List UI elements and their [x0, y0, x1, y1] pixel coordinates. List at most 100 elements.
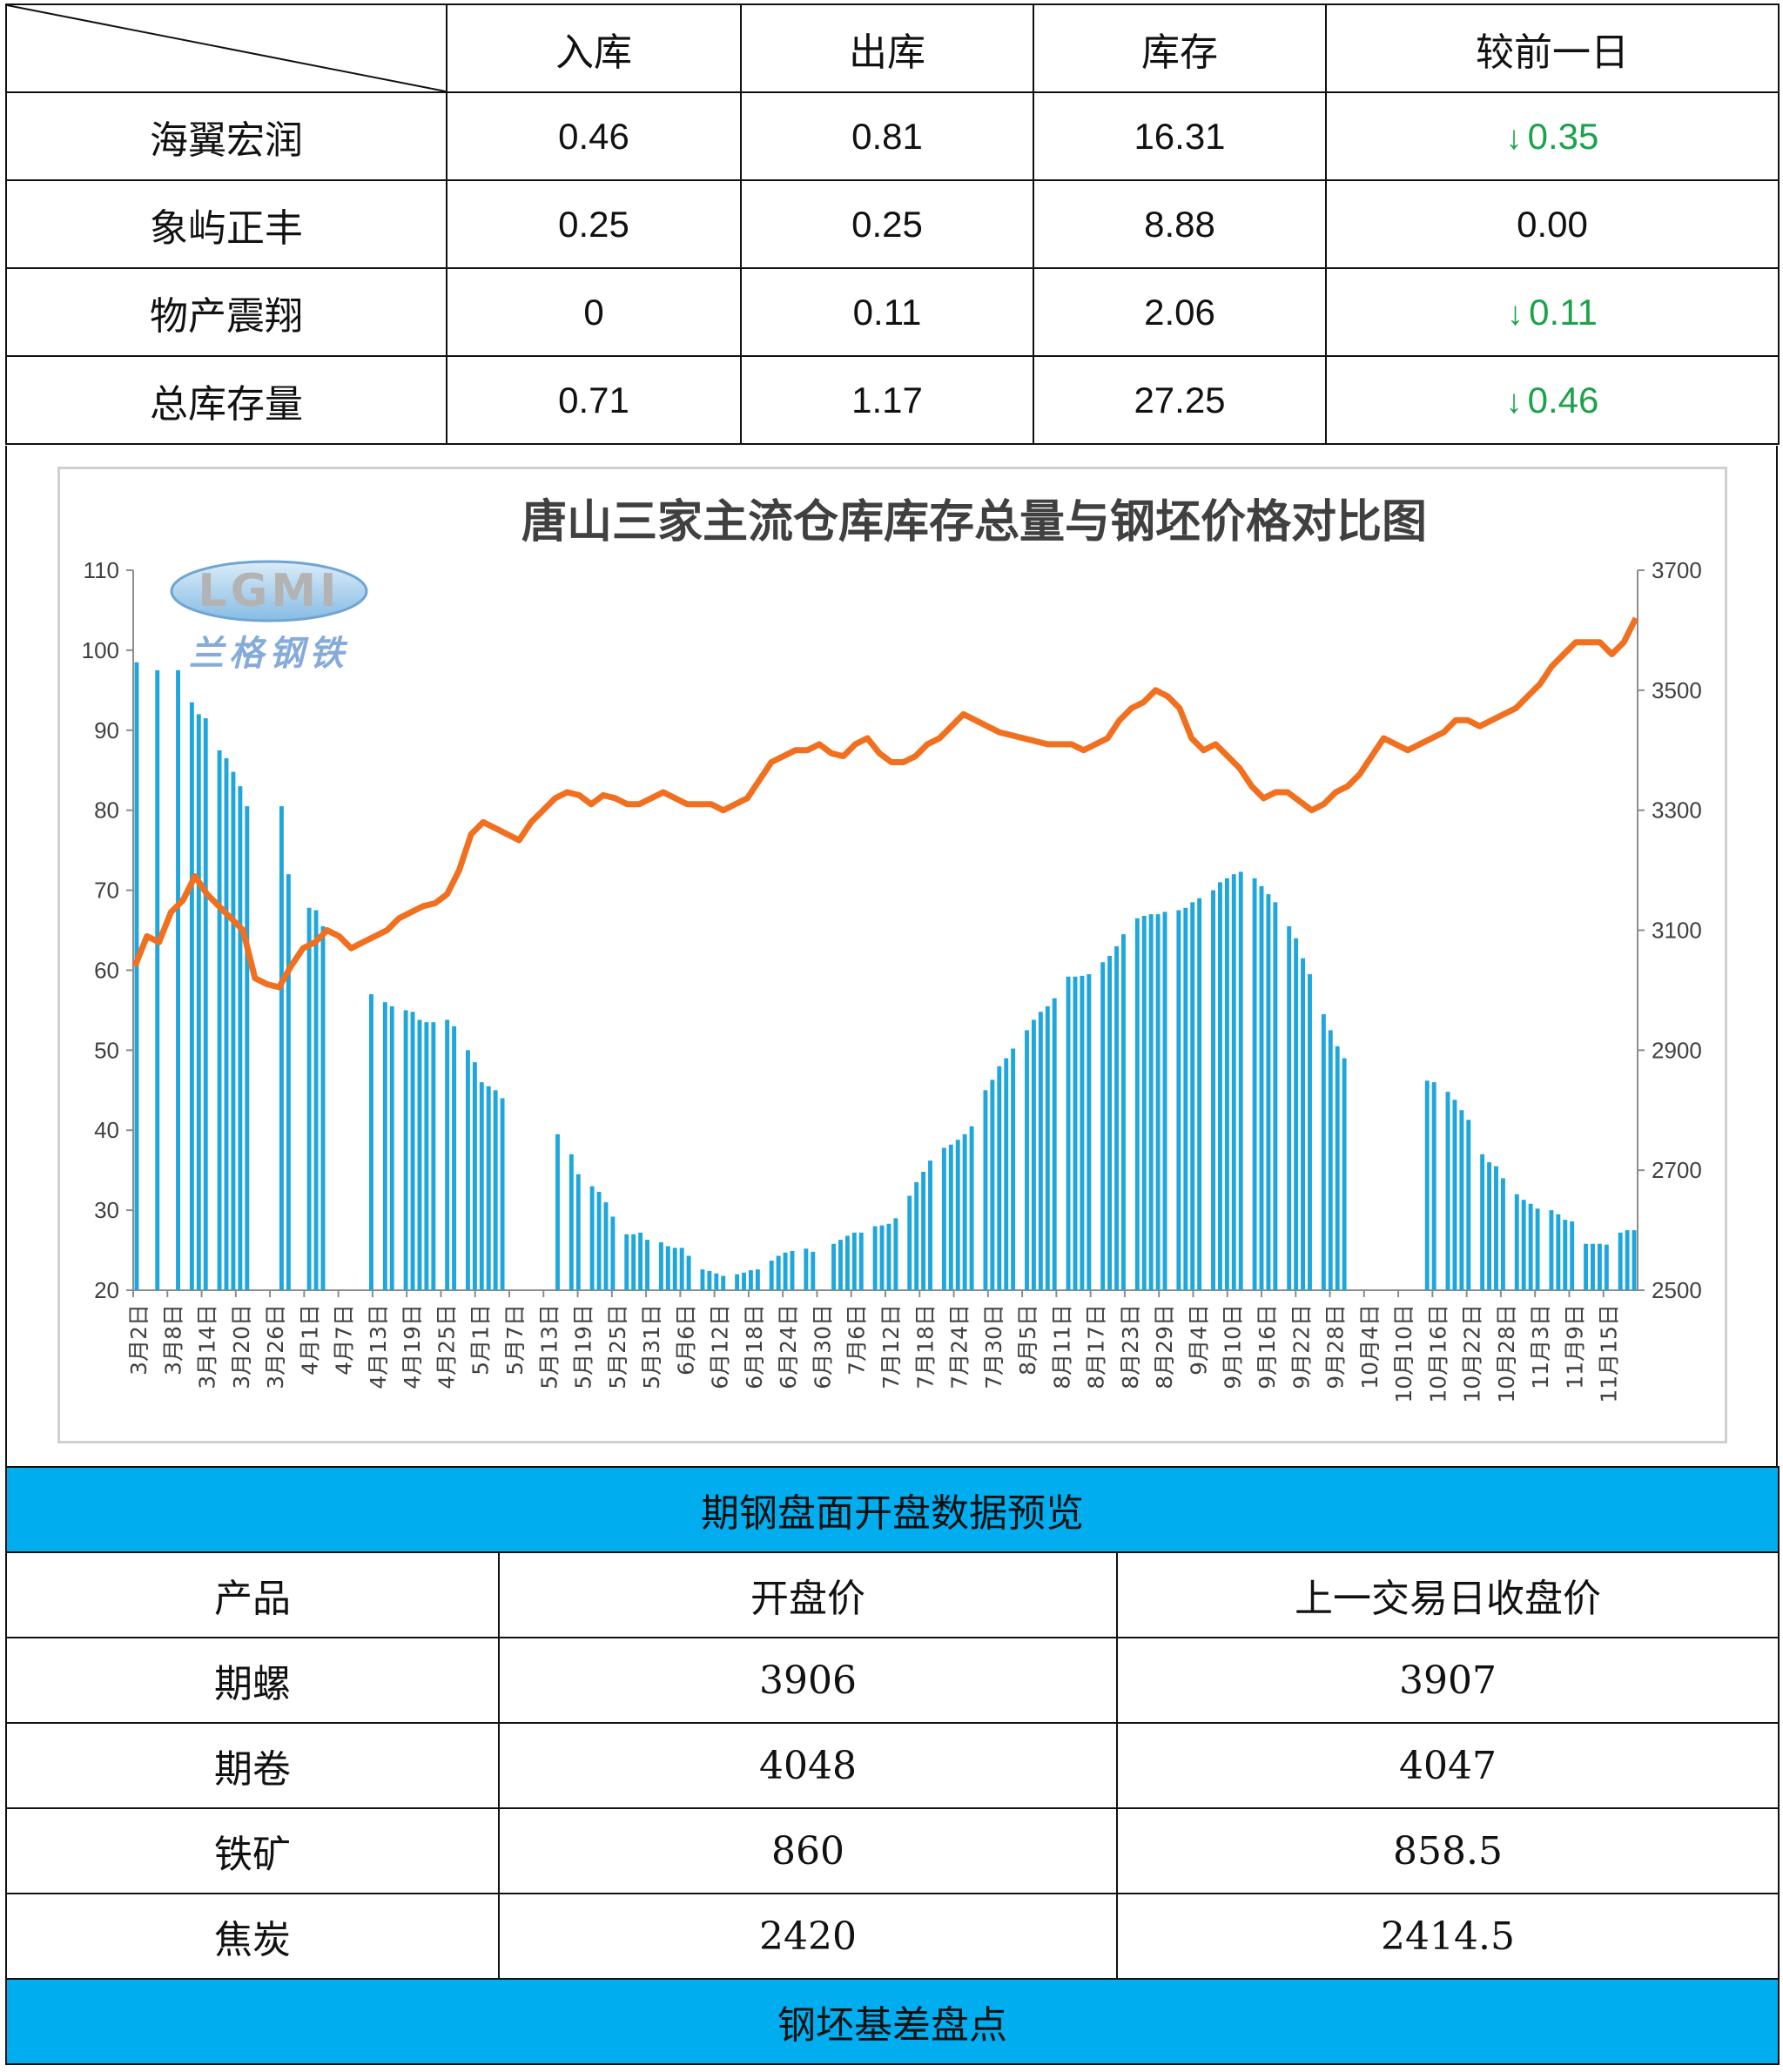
right-tick-label: 3500	[1652, 677, 1702, 703]
left-tick-label: 110	[84, 557, 119, 583]
header-out: 出库	[740, 3, 1034, 93]
x-tick-label: 6月6日	[673, 1304, 698, 1376]
cell-product: 期螺	[5, 1637, 500, 1724]
inventory-bar	[431, 1022, 436, 1290]
inventory-bar	[1238, 871, 1243, 1290]
inventory-bar	[1342, 1058, 1347, 1290]
cell-in: 0.71	[446, 355, 742, 445]
inventory-bar	[811, 1251, 816, 1290]
inventory-bar	[1273, 902, 1278, 1290]
inventory-bar	[1466, 1120, 1471, 1290]
inventory-bar	[921, 1172, 926, 1290]
inventory-bar	[1452, 1100, 1457, 1290]
left-tick-label: 70	[94, 878, 119, 904]
bar-series	[134, 662, 1637, 1290]
inventory-bar	[624, 1234, 629, 1290]
inventory-bar	[231, 771, 236, 1290]
inventory-bar	[783, 1252, 788, 1290]
inventory-bar	[928, 1160, 932, 1290]
inventory-bar	[1287, 925, 1292, 1290]
inventory-bar	[748, 1270, 753, 1290]
table-row: 期螺 3906 3907	[5, 1637, 1780, 1724]
x-tick-label: 3月20日	[229, 1304, 254, 1389]
inventory-bar	[382, 1002, 387, 1290]
x-tick-label: 10月22日	[1460, 1304, 1485, 1403]
left-tick-label: 100	[82, 637, 119, 663]
inventory-bar	[804, 1248, 809, 1290]
inventory-bar	[1155, 914, 1161, 1290]
inventory-bar	[1066, 976, 1071, 1290]
cell-in: 0	[446, 267, 742, 357]
table-row: 总库存量 0.71 1.17 27.25 ↓ 0.46	[5, 355, 1780, 445]
x-tick-label: 11月15日	[1597, 1304, 1622, 1403]
x-tick-label: 7月18日	[912, 1304, 938, 1389]
cell-product: 铁矿	[5, 1807, 500, 1894]
futures-title-row: 期钢盘面开盘数据预览	[4, 1466, 1780, 1553]
table-row: 铁矿 860 858.5	[5, 1807, 1780, 1894]
inventory-bar	[1549, 1210, 1554, 1290]
cell-prev-close: 2414.5	[1115, 1893, 1780, 1980]
cell-product: 焦炭	[5, 1893, 500, 1980]
inventory-bar	[886, 1223, 892, 1290]
inventory-bar	[403, 1010, 408, 1290]
right-tick-label: 3100	[1652, 918, 1702, 944]
x-tick-label: 9月16日	[1255, 1304, 1280, 1389]
inventory-bar	[575, 1174, 581, 1290]
cell-stock: 27.25	[1033, 355, 1327, 445]
change-value: 0.46	[1527, 379, 1599, 420]
right-tick-label: 3700	[1652, 557, 1702, 583]
inventory-bar	[1480, 1154, 1485, 1290]
left-tick-label: 60	[94, 957, 119, 983]
inventory-bar	[155, 669, 160, 1290]
down-arrow-icon: ↓	[1505, 383, 1523, 420]
inventory-bar	[238, 786, 243, 1290]
x-tick-label: 7月6日	[844, 1304, 870, 1376]
inventory-table: 入库 出库 库存 较前一日 海翼宏润 0.46 0.81 16.31 ↓ 0.35…	[5, 3, 1780, 445]
cell-stock: 16.31	[1033, 91, 1327, 181]
header-in: 入库	[446, 3, 742, 93]
table-row: 期卷 4048 4047	[5, 1722, 1780, 1809]
x-tick-label: 4月7日	[332, 1304, 357, 1376]
inventory-bar	[831, 1243, 837, 1290]
inventory-bar	[1252, 878, 1257, 1290]
inventory-bar	[1618, 1232, 1623, 1290]
table-row: 象屿正丰 0.25 0.25 8.88 0.00	[5, 179, 1780, 269]
cell-prev-close: 858.5	[1115, 1807, 1780, 1894]
inventory-bar	[1266, 894, 1271, 1290]
inventory-bar	[603, 1201, 609, 1290]
inventory-bar	[1308, 974, 1312, 1290]
inventory-bar	[997, 1066, 1002, 1290]
inventory-bar	[742, 1272, 746, 1290]
inventory-bar	[410, 1012, 415, 1290]
logo-text: LGMI	[198, 565, 340, 617]
inventory-bar	[658, 1241, 663, 1290]
header-open: 开盘价	[498, 1551, 1118, 1638]
x-tick-label: 8月17日	[1084, 1304, 1109, 1389]
inventory-bar	[1487, 1161, 1492, 1290]
cell-out: 0.25	[740, 179, 1034, 269]
x-tick-label: 10月16日	[1425, 1304, 1450, 1403]
inventory-bar	[893, 1218, 898, 1290]
inventory-bar	[486, 1086, 491, 1290]
x-tick-label: 3月14日	[195, 1304, 220, 1389]
right-tick-label: 2900	[1652, 1037, 1702, 1063]
header-stock: 库存	[1033, 3, 1327, 93]
inventory-bar	[1217, 882, 1222, 1290]
cell-change: ↓ 0.11	[1325, 267, 1780, 357]
inventory-bar	[1535, 1208, 1540, 1290]
inventory-bar	[1445, 1092, 1450, 1290]
inventory-bar	[196, 714, 201, 1290]
x-tick-label: 7月12日	[878, 1304, 904, 1389]
inventory-bar	[645, 1240, 649, 1290]
inventory-bar	[1141, 915, 1147, 1290]
row-name: 总库存量	[5, 355, 447, 445]
inventory-bar	[769, 1261, 774, 1290]
header-prev-close: 上一交易日收盘价	[1115, 1551, 1780, 1638]
inventory-bar	[389, 1006, 394, 1290]
x-tick-label: 3月2日	[126, 1304, 151, 1376]
inventory-bar	[858, 1232, 864, 1290]
inventory-bar	[990, 1080, 995, 1290]
inventory-bar	[217, 750, 222, 1290]
cell-prev-close: 3907	[1115, 1637, 1780, 1724]
chart-panel: LGMI 兰格钢铁 唐山三家主流仓库库存总量与钢坯价格对比图 20 30 40 50 6…	[5, 446, 1778, 1466]
